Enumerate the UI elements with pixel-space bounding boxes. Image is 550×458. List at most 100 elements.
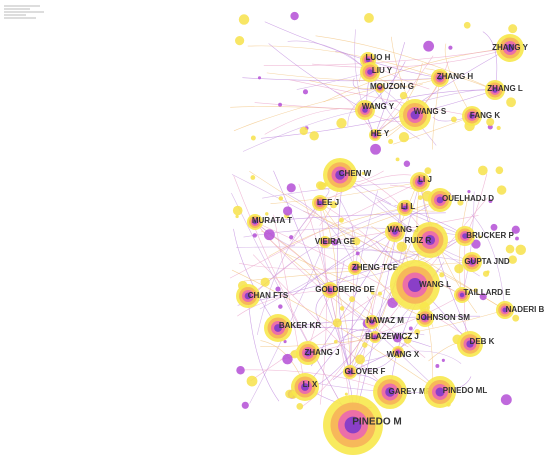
- edge: [247, 45, 441, 79]
- edge: [337, 186, 351, 373]
- edge: [260, 309, 506, 348]
- node-label: WANG J: [387, 225, 419, 234]
- node-core: [396, 350, 400, 354]
- node-label: DEB K: [470, 337, 495, 346]
- edge: [261, 89, 496, 139]
- minor-node: [424, 167, 432, 175]
- node-label: GLOVER F: [345, 367, 386, 376]
- minor-node: [252, 233, 257, 238]
- author-node: WANG Y: [355, 100, 395, 120]
- minor-node: [344, 392, 348, 396]
- author-node: WANG J: [385, 222, 419, 242]
- minor-node: [454, 263, 464, 274]
- minor-node: [479, 293, 487, 301]
- author-node: TAILLARD E: [454, 287, 511, 303]
- edge: [233, 228, 279, 329]
- edge: [458, 193, 470, 296]
- minor-node: [441, 358, 445, 362]
- node-core: [385, 387, 395, 397]
- node-label: WANG X: [387, 350, 420, 359]
- node-core: [417, 179, 423, 185]
- node-core: [435, 387, 445, 397]
- minor-node: [362, 342, 368, 348]
- minor-node: [500, 394, 512, 406]
- edge: [254, 221, 466, 337]
- edge: [323, 47, 511, 103]
- edge: [375, 197, 466, 237]
- edge: [254, 212, 446, 223]
- author-node: WANG L: [390, 260, 451, 310]
- minor-node: [332, 318, 342, 328]
- node-core: [370, 320, 374, 324]
- edge: [379, 87, 420, 140]
- edge: [287, 40, 371, 73]
- minor-node: [482, 270, 490, 277]
- edge: [266, 72, 441, 82]
- minor-node: [299, 126, 308, 136]
- node-label: LI J: [418, 175, 432, 184]
- node-core: [244, 292, 252, 300]
- minor-node: [423, 40, 435, 52]
- minor-node: [439, 272, 445, 278]
- minor-node: [457, 199, 464, 206]
- minor-node: [467, 189, 471, 194]
- node-core: [348, 370, 352, 374]
- minor-node: [302, 89, 309, 95]
- edge: [264, 108, 366, 135]
- node-label: ZHENG TCE: [352, 263, 399, 272]
- minor-node: [250, 135, 256, 141]
- minor-node: [450, 116, 457, 123]
- nodes: ZHANG Y LUO H LIU Y ZHANG H MOUZON G ZHANG L W…: [232, 11, 545, 455]
- author-node: BRUCKER P: [455, 226, 514, 246]
- node-label: BRUCKER P: [466, 231, 514, 240]
- edge: [239, 263, 356, 270]
- node-label: HE Y: [371, 129, 390, 138]
- author-node: NAWAZ M: [365, 315, 404, 329]
- author-node: ZHANG H: [431, 69, 473, 87]
- minor-node: [232, 205, 243, 216]
- node-core: [367, 69, 373, 75]
- minor-node: [278, 102, 282, 107]
- edge: [461, 191, 475, 296]
- minor-node: [473, 288, 478, 293]
- minor-node: [364, 13, 374, 23]
- author-node: LIU Y: [360, 62, 393, 82]
- edge: [304, 293, 375, 388]
- minor-node: [496, 185, 507, 195]
- node-label: ZHANG Y: [492, 43, 529, 52]
- node-core: [392, 229, 398, 235]
- edge: [268, 43, 366, 111]
- edge: [292, 199, 441, 296]
- minor-node: [283, 340, 287, 344]
- node-core: [469, 259, 475, 265]
- node-core: [362, 107, 368, 113]
- minor-node: [414, 328, 421, 335]
- edge: [287, 194, 356, 269]
- minor-node: [263, 229, 275, 241]
- minor-node: [315, 181, 325, 190]
- node-label: GAREY MR: [389, 387, 432, 396]
- author-node: GLOVER F: [343, 365, 386, 379]
- edge: [300, 321, 373, 408]
- edge: [335, 50, 381, 89]
- edge: [277, 326, 431, 348]
- edge: [259, 231, 396, 310]
- node-core: [353, 266, 357, 270]
- node-label: WANG L: [419, 280, 451, 289]
- author-node: LI X: [291, 373, 319, 401]
- minor-node: [463, 21, 471, 29]
- legend-info: [4, 5, 44, 19]
- minor-node: [506, 97, 516, 108]
- node-core: [466, 340, 474, 348]
- author-node: FANG K: [462, 106, 500, 126]
- node-label: MOUZON G: [370, 82, 414, 91]
- edge: [332, 321, 373, 381]
- node-label: GUPTA JND: [464, 257, 510, 266]
- author-node: NADERI B: [496, 301, 545, 319]
- minor-node: [505, 244, 515, 254]
- node-label: OUELHADJ D: [442, 194, 494, 203]
- node-core: [317, 200, 323, 206]
- minor-node: [333, 339, 338, 344]
- minor-node: [478, 165, 488, 176]
